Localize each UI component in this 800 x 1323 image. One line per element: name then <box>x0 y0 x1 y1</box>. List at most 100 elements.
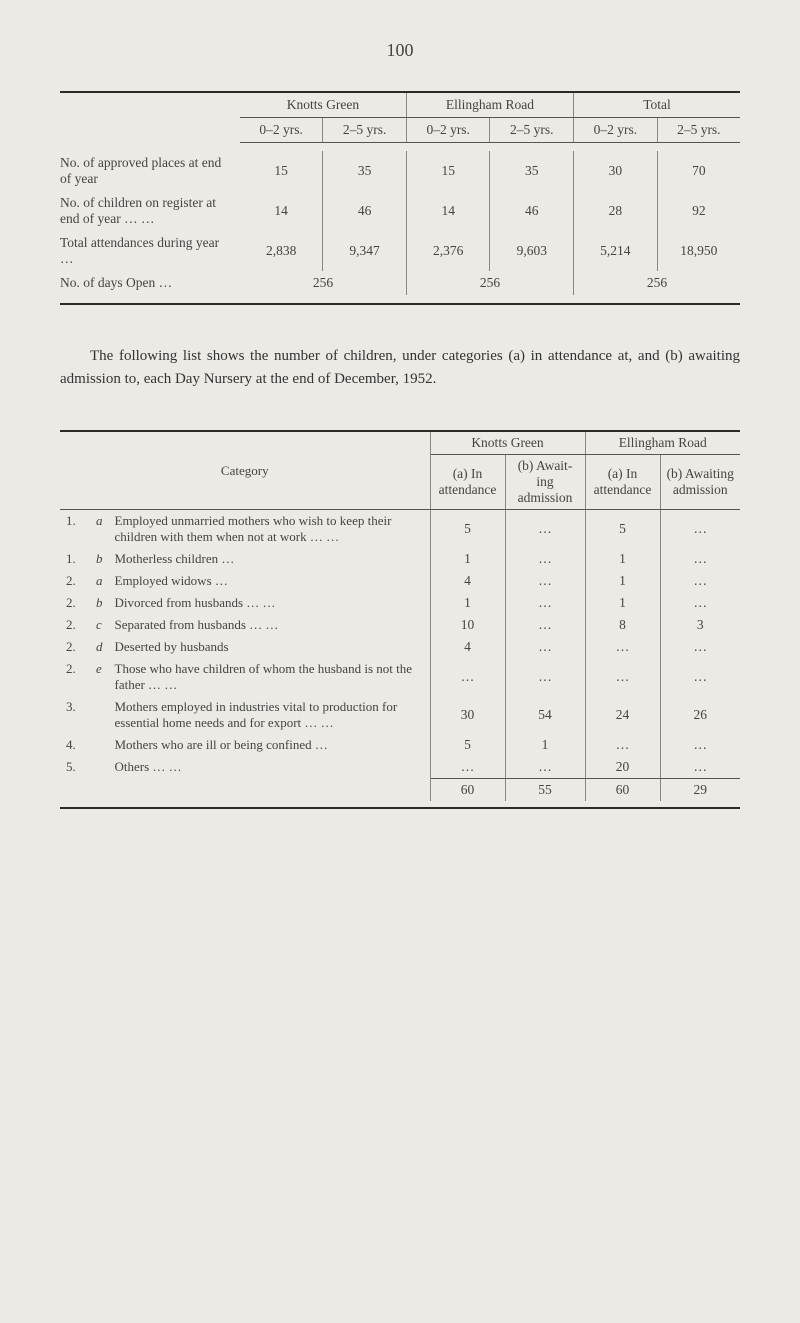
subhead: (b) Await­ing admission <box>505 455 585 510</box>
row-num: 2. <box>60 614 90 636</box>
cell: 46 <box>490 191 574 231</box>
cell: 5 <box>430 510 505 549</box>
row-desc: Separated from hus­bands … … <box>109 614 431 636</box>
cell: 1 <box>430 548 505 570</box>
header-knotts: Knotts Green <box>240 92 406 118</box>
cell: 30 <box>574 151 658 191</box>
row-desc: Those who have chil­dren of whom the hus… <box>109 658 431 696</box>
cell: 1 <box>585 548 660 570</box>
cell: 9,603 <box>490 231 574 271</box>
row-label: Total attendances during year … <box>60 231 240 271</box>
row-num: 1. <box>60 510 90 549</box>
row-desc: Mothers employed in industries vital to … <box>109 696 431 734</box>
row-letter <box>90 756 109 779</box>
cell: … <box>505 756 585 779</box>
table-row: 3. Mothers employed in industries vital … <box>60 696 740 734</box>
row-num: 2. <box>60 570 90 592</box>
cell: 1 <box>585 592 660 614</box>
row-num: 2. <box>60 592 90 614</box>
row-desc: Deserted by husbands <box>109 636 431 658</box>
row-letter: c <box>90 614 109 636</box>
cell: 35 <box>490 151 574 191</box>
cell: 3 <box>660 614 740 636</box>
row-label: No. of approved places at end of year <box>60 151 240 191</box>
row-desc: Mothers who are ill or being confined … <box>109 734 431 756</box>
cell: … <box>660 658 740 696</box>
cell: 14 <box>240 191 323 231</box>
cell: 9,347 <box>323 231 407 271</box>
cell: 24 <box>585 696 660 734</box>
category-table: Category Knotts Green Ellingham Road (a)… <box>60 430 740 809</box>
cell: … <box>505 658 585 696</box>
cell: 28 <box>574 191 658 231</box>
row-desc: Motherless children … <box>109 548 431 570</box>
cell: 54 <box>505 696 585 734</box>
cell: 5 <box>585 510 660 549</box>
header-ellingham: Ellingham Road <box>406 92 573 118</box>
row-num: 1. <box>60 548 90 570</box>
cell: … <box>660 570 740 592</box>
table-row: No. of approved places at end of year 15… <box>60 151 740 191</box>
cell: … <box>660 734 740 756</box>
row-num: 2. <box>60 658 90 696</box>
cell: 4 <box>430 570 505 592</box>
row-desc: Employed unmarried mothers who wish to k… <box>109 510 431 549</box>
cell: … <box>505 614 585 636</box>
cell: … <box>585 658 660 696</box>
table-row: Total attendances during year … 2,838 9,… <box>60 231 740 271</box>
attendance-table: Knotts Green Ellingham Road Total 0–2 yr… <box>60 91 740 305</box>
subhead: 0–2 yrs. <box>406 118 490 143</box>
row-desc: Others … … <box>109 756 431 779</box>
cell: 35 <box>323 151 407 191</box>
cell: 15 <box>240 151 323 191</box>
cell: … <box>505 548 585 570</box>
row-letter: b <box>90 592 109 614</box>
cell: 5,214 <box>574 231 658 271</box>
row-letter: d <box>90 636 109 658</box>
subhead: 0–2 yrs. <box>574 118 658 143</box>
subhead: (b) Await­ing admission <box>660 455 740 510</box>
cell: … <box>660 636 740 658</box>
cell: 30 <box>430 696 505 734</box>
row-letter <box>90 734 109 756</box>
row-letter: a <box>90 570 109 592</box>
subhead: 2–5 yrs. <box>657 118 740 143</box>
row-letter <box>90 696 109 734</box>
cell: 14 <box>406 191 490 231</box>
cell: 10 <box>430 614 505 636</box>
cell: … <box>660 510 740 549</box>
cell: … <box>585 734 660 756</box>
cell: 2,376 <box>406 231 490 271</box>
table-row: 2. b Divorced from hus­bands … … 1 … 1 … <box>60 592 740 614</box>
table-row: No. of days Open … 256 256 256 <box>60 271 740 295</box>
cell: 46 <box>323 191 407 231</box>
cell: … <box>505 570 585 592</box>
row-num: 3. <box>60 696 90 734</box>
row-desc: Employed widows … <box>109 570 431 592</box>
cell: 8 <box>585 614 660 636</box>
row-letter: b <box>90 548 109 570</box>
cell: … <box>505 636 585 658</box>
subhead: 2–5 yrs. <box>323 118 407 143</box>
totals-row: 60 55 60 29 <box>60 779 740 802</box>
category-header: Category <box>60 431 430 510</box>
cell: 256 <box>574 271 740 295</box>
total-cell: 55 <box>505 779 585 802</box>
group-header: Ellingham Road <box>585 431 740 455</box>
cell: 256 <box>406 271 573 295</box>
subhead: 0–2 yrs. <box>240 118 323 143</box>
table-row: 2. d Deserted by husbands 4 … … … <box>60 636 740 658</box>
row-desc: Divorced from hus­bands … … <box>109 592 431 614</box>
row-num: 5. <box>60 756 90 779</box>
cell: … <box>660 548 740 570</box>
cell: 5 <box>430 734 505 756</box>
table-row: 5. Others … … … … 20 … <box>60 756 740 779</box>
total-cell: 29 <box>660 779 740 802</box>
group-header: Knotts Green <box>430 431 585 455</box>
table-row: 1. a Employed unmarried mothers who wish… <box>60 510 740 549</box>
cell: 26 <box>660 696 740 734</box>
total-cell: 60 <box>585 779 660 802</box>
cell: … <box>505 510 585 549</box>
subhead: 2–5 yrs. <box>490 118 574 143</box>
subhead: (a) In atten­dance <box>585 455 660 510</box>
